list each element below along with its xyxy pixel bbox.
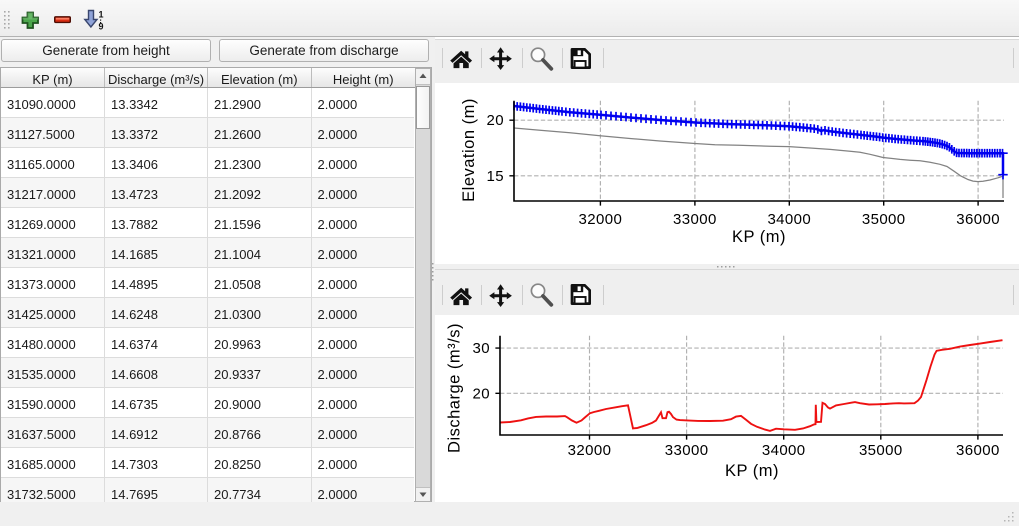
svg-text:1: 1 bbox=[99, 9, 104, 19]
svg-text:35000: 35000 bbox=[862, 211, 906, 228]
svg-text:KP (m): KP (m) bbox=[725, 462, 779, 480]
svg-text:34000: 34000 bbox=[767, 211, 811, 228]
svg-text:30: 30 bbox=[473, 340, 491, 357]
svg-text:Discharge (m³/s): Discharge (m³/s) bbox=[446, 323, 464, 453]
svg-text:35000: 35000 bbox=[859, 442, 903, 459]
svg-text:9: 9 bbox=[99, 22, 104, 32]
svg-text:Elevation (m): Elevation (m) bbox=[460, 98, 478, 202]
svg-text:36000: 36000 bbox=[956, 442, 1000, 459]
svg-text:33000: 33000 bbox=[665, 442, 709, 459]
svg-text:36000: 36000 bbox=[956, 211, 1000, 228]
svg-text:33000: 33000 bbox=[673, 211, 717, 228]
svg-text:20: 20 bbox=[487, 112, 505, 129]
svg-text:32000: 32000 bbox=[568, 442, 612, 459]
svg-text:34000: 34000 bbox=[762, 442, 806, 459]
svg-text:15: 15 bbox=[487, 168, 505, 185]
svg-text:32000: 32000 bbox=[579, 211, 623, 228]
svg-text:20: 20 bbox=[473, 385, 491, 402]
svg-text:KP (m): KP (m) bbox=[732, 228, 786, 246]
